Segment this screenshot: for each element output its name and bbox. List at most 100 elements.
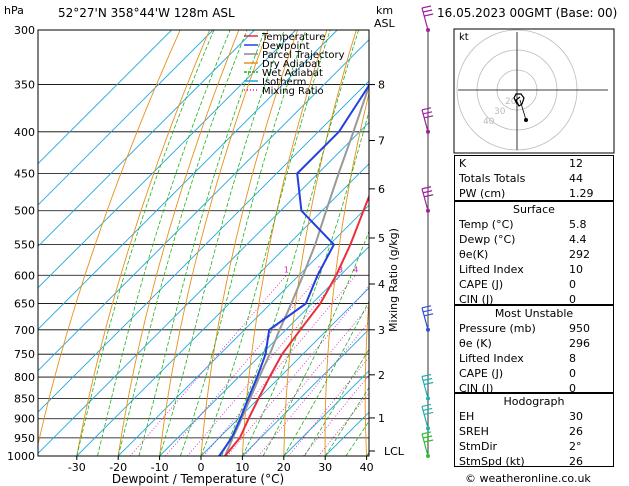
pressure-tick-label: 800 (14, 371, 35, 384)
most-unstable-row: CAPE (J) 0 (459, 367, 576, 380)
x-tick-label: 0 (198, 461, 205, 474)
mixing-ratio-label: 3 (338, 265, 343, 274)
hodograph-frame (453, 28, 615, 154)
dry-adiabat-line (38, 30, 181, 447)
dry-adiabat-line (117, 30, 240, 456)
legend-label: Temperature (261, 32, 325, 43)
mixing-ratio-label: 16 (431, 265, 441, 274)
wind-barb (421, 403, 434, 431)
x-tick-label: 40 (360, 461, 374, 474)
wind-barb (421, 305, 434, 332)
pressure-tick-label: 350 (14, 79, 35, 92)
mixing-ratio-line (244, 305, 369, 456)
legend-label: Dewpoint (262, 41, 310, 52)
mixing-ratio-label: 6 (376, 265, 381, 274)
hodograph-row: SREH 26 (459, 425, 583, 438)
x-tick-label: -10 (151, 461, 169, 474)
legend-label: Wet Adiabat (262, 68, 323, 79)
hodograph-unit-label: kt (459, 32, 469, 43)
pressure-tick-label: 500 (14, 205, 35, 218)
km-tick-label: 3 (378, 324, 385, 337)
header-location: 52°27'N 358°44'W 128m ASL (58, 6, 235, 20)
km-tick-label: 1 (378, 412, 385, 425)
mixing-ratio-label: 4 (353, 265, 358, 274)
isotherm-line (200, 287, 369, 456)
pressure-tick-label: 900 (14, 413, 35, 426)
hodograph-row: StmDir 2° (459, 440, 582, 453)
wet-adiabat-line (242, 109, 369, 456)
x-tick-label: -30 (68, 461, 86, 474)
height-unit-asl: ASL (374, 17, 395, 30)
pressure-unit-label: hPa (4, 4, 24, 17)
mixing-ratio-line (187, 274, 341, 456)
most-unstable-row: Lifted Index 8 (459, 352, 576, 365)
storm-motion-line (519, 99, 527, 121)
isotherm-line (159, 245, 369, 456)
isotherm-line (38, 30, 297, 289)
pressure-tick-label: 1000 (7, 450, 35, 463)
surface-row: θe(K) 292 (459, 248, 590, 261)
isotherm-line (76, 163, 369, 456)
isotherm-line (283, 370, 369, 456)
isotherm-line (38, 30, 255, 248)
pressure-tick-label: 300 (14, 24, 35, 37)
pressure-tick-label: 700 (14, 324, 35, 337)
km-tick-label: 4 (378, 278, 385, 291)
hodograph-ring-label: 20 (505, 97, 517, 107)
surface-row: CIN (J) 0 (459, 293, 576, 306)
dry-adiabat-line (324, 91, 369, 456)
wet-adiabat-line (304, 348, 369, 456)
height-unit-km: km (376, 4, 394, 17)
pressure-tick-label: 950 (14, 432, 35, 445)
hodograph-ring-label: 40 (483, 117, 495, 127)
pressure-tick-label: 400 (14, 126, 35, 139)
wet-adiabat-line (138, 30, 266, 456)
hodograph-ring-label: 30 (494, 107, 506, 117)
mixing-ratio-label: 10 (402, 265, 412, 274)
surface-row: CAPE (J) 0 (459, 278, 576, 291)
legend-label: Dry Adiabat (262, 59, 321, 70)
dry-adiabat-line (159, 30, 269, 456)
surface-row: Dewp (°C) 4.4 (459, 233, 587, 246)
dry-adiabat-line (200, 30, 299, 456)
temperature-line (224, 193, 369, 456)
pressure-tick-label: 550 (14, 239, 35, 252)
surface-title: Surface (513, 203, 555, 216)
wet-adiabat-line (117, 30, 248, 456)
x-tick-label: 30 (318, 461, 332, 474)
legend-label: Mixing Ratio (262, 86, 324, 97)
most-unstable-row: θe (K) 296 (459, 337, 590, 350)
most-unstable-row: Pressure (mb) 950 (459, 322, 590, 335)
isotherm-line (38, 80, 369, 413)
dewpoint-line (218, 83, 369, 456)
km-tick-label: 8 (378, 79, 385, 92)
lcl-label: LCL (384, 445, 405, 458)
hodograph-row: StmSpd (kt) 26 (459, 455, 583, 468)
wet-adiabat-line (283, 300, 369, 456)
pressure-tick-label: 600 (14, 269, 35, 282)
isotherm-line (38, 121, 369, 455)
dry-adiabat-line (615, 30, 629, 456)
km-tick-label: 7 (378, 135, 385, 148)
dry-adiabat-line (76, 30, 211, 456)
mixing-ratio-line (258, 321, 369, 456)
indices-panel: K 12 Totals Totals 44 PW (cm) 1.29 (454, 155, 614, 201)
header-datetime: 16.05.2023 00GMT (Base: 00) (437, 6, 618, 20)
wet-adiabat-line (159, 30, 285, 456)
hodograph-trace (513, 93, 525, 107)
pressure-tick-label: 450 (14, 168, 35, 181)
km-tick-label: 5 (378, 232, 385, 245)
dry-adiabat-line (404, 30, 444, 456)
wind-barb (421, 186, 434, 213)
x-axis-label: Dewpoint / Temperature (°C) (112, 472, 284, 486)
mixing-ratio-label: 1 (284, 265, 289, 274)
index-row-totals: Totals Totals 44 (459, 172, 583, 185)
km-tick-label: 6 (378, 183, 385, 196)
km-tick-label: 2 (378, 369, 385, 382)
x-tick-label: 10 (235, 461, 249, 474)
wet-adiabat-line (262, 230, 369, 456)
wet-adiabat-line (76, 30, 215, 456)
pressure-tick-label: 750 (14, 348, 35, 361)
index-row-pw: PW (cm) 1.29 (459, 187, 594, 200)
wind-barb (421, 373, 434, 401)
